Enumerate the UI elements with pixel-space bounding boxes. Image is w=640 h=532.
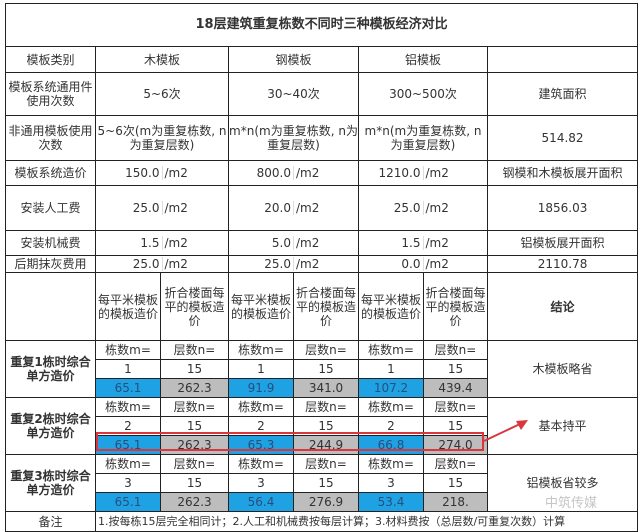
per-floor-cost: 439.4 xyxy=(423,378,488,398)
group-label: 重复3栋时综合单方造价 xyxy=(5,454,96,512)
table-title: 18层建筑重复栋数不同时三种模板经济对比 xyxy=(4,3,639,47)
header-empty xyxy=(486,46,639,73)
cell-steel: 25.0/m2 xyxy=(228,255,359,273)
steel-wood-area-value: 1856.03 xyxy=(486,185,639,231)
n-label: 层数n= xyxy=(160,397,229,417)
cell-steel: m*n(m为重复栋数, n为重复层数) xyxy=(228,115,359,161)
highlight-box xyxy=(96,432,484,451)
cell-steel: 800.0/m2 xyxy=(228,160,359,186)
per-floor-cost: 341.0 xyxy=(293,378,359,398)
m-label: 栋数m= xyxy=(95,454,161,474)
group-label: 重复1栋时综合单方造价 xyxy=(5,340,96,398)
header-steel: 钢模板 xyxy=(228,46,359,73)
cell-wood: 25.0/m2 xyxy=(95,185,229,231)
header-category: 模板类别 xyxy=(5,46,96,73)
row-label: 后期抹灰费用 xyxy=(5,255,96,273)
subheader-per-floor: 折合楼面每平的模板造价 xyxy=(160,272,229,341)
n-label: 层数n= xyxy=(293,454,359,474)
cell-wood: 25.0/m2 xyxy=(95,255,229,273)
row-label: 非通用模板使用次数 xyxy=(5,115,96,161)
note-label: 备注 xyxy=(5,511,96,532)
subheader-per-sqm: 每平米模板的模板造价 xyxy=(358,272,424,341)
subheader-per-sqm: 每平米模板的模板造价 xyxy=(228,272,294,341)
cell-wood: 5~6次 xyxy=(95,72,229,116)
n-label: 层数n= xyxy=(160,340,229,360)
n-value: 15 xyxy=(293,473,359,493)
per-floor-cost: 276.9 xyxy=(293,492,359,512)
n-label: 层数n= xyxy=(293,397,359,417)
m-label: 栋数m= xyxy=(95,340,161,360)
note-text: 1.按每栋15层完全相同计；2.人工和机械费按每层计算；3.材料费按（总层数/可… xyxy=(94,511,639,532)
subheader-per-sqm: 每平米模板的模板造价 xyxy=(95,272,161,341)
per-floor-cost: 218. xyxy=(423,492,488,512)
cell-aluminum: 300~500次 xyxy=(358,72,488,116)
cell-aluminum: 1210.0/m2 xyxy=(358,160,488,186)
n-label: 层数n= xyxy=(423,340,488,360)
cell-steel: 30~40次 xyxy=(228,72,359,116)
per-sqm-cost: 65.1 xyxy=(95,492,161,512)
conclusion: 铝模板省较多 xyxy=(486,454,639,512)
conclusion: 木模板略省 xyxy=(486,340,639,398)
subheader-per-floor: 折合楼面每平的模板造价 xyxy=(423,272,488,341)
group-label: 重复2栋时综合单方造价 xyxy=(5,397,96,455)
cell-steel: 20.0/m2 xyxy=(228,185,359,231)
per-sqm-cost: 53.4 xyxy=(358,492,424,512)
m-label: 栋数m= xyxy=(358,340,424,360)
row-label: 安装人工费 xyxy=(5,185,96,231)
cell-wood: 1.5/m2 xyxy=(95,230,229,256)
conclusion: 基本持平 xyxy=(486,397,639,455)
n-label: 层数n= xyxy=(293,340,359,360)
row-label: 模板系统通用件使用次数 xyxy=(5,72,96,116)
watermark: 中筑传媒 xyxy=(545,496,598,511)
building-area-label: 建筑面积 xyxy=(486,72,639,116)
n-value: 15 xyxy=(423,416,488,436)
cell-steel: 5.0/m2 xyxy=(228,230,359,256)
per-floor-cost: 262.3 xyxy=(160,492,229,512)
comparison-table: 18层建筑重复栋数不同时三种模板经济对比 模板类别 木模板 钢模板 铝模板 模板… xyxy=(4,3,639,532)
m-label: 栋数m= xyxy=(228,454,294,474)
m-label: 栋数m= xyxy=(358,454,424,474)
m-label: 栋数m= xyxy=(95,397,161,417)
steel-wood-area-label: 钢模和木模板展开面积 xyxy=(486,160,639,186)
per-sqm-cost: 107.2 xyxy=(358,378,424,398)
cell-aluminum: m*n(m为重复栋数, n为重复层数) xyxy=(358,115,488,161)
